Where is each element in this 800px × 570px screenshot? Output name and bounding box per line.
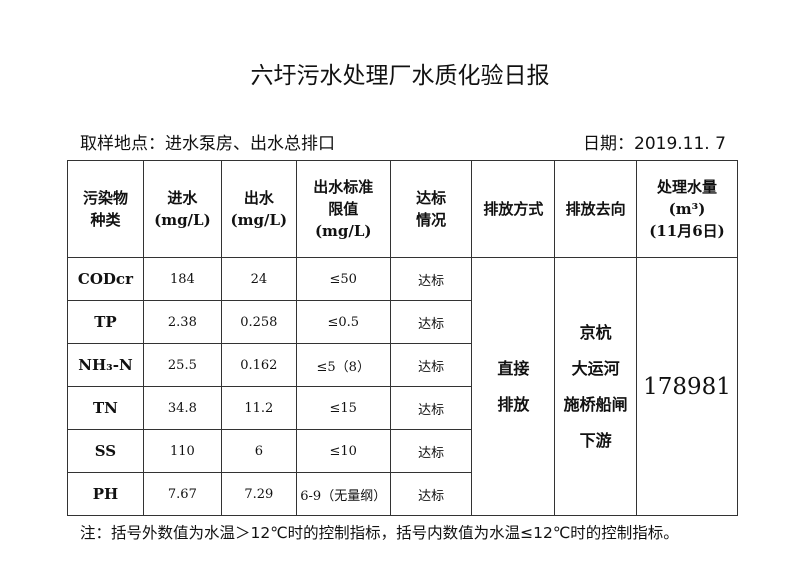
cell-out: 7.29 xyxy=(220,472,297,516)
header-text: 出水(mg/L) xyxy=(230,189,288,229)
cell-name: CODcr xyxy=(67,257,144,301)
table-row: NH₃-N 25.5 0.162 ≤5（8） 达标 xyxy=(67,343,738,387)
line: 大运河 xyxy=(571,358,620,378)
header-row: 污染物种类 进水(mg/L) 出水(mg/L) 出水标准限值 (mg/L) 达标情况 排放方… xyxy=(67,160,738,258)
discharge-destination: 京杭大运河施桥船闸下游 xyxy=(554,257,637,516)
line: 京杭 xyxy=(579,322,612,342)
cell-status: 达标 xyxy=(389,300,473,344)
cell-in: 7.67 xyxy=(142,472,222,516)
header-line: 排放方式 xyxy=(483,200,544,218)
cell-out: 24 xyxy=(220,257,297,301)
table-row: CODcr 184 24 ≤50 达标 直接 排放 京杭 大运河 施桥船闸 下游 178981 xyxy=(67,257,738,516)
cell-out: 0.162 xyxy=(220,343,297,387)
header-line: (mg/L) xyxy=(314,222,372,240)
line: 排放 xyxy=(497,394,530,414)
cell-limit: ≤10 xyxy=(295,429,391,473)
cell-in: 184 xyxy=(142,257,222,301)
cell-out: 0.258 xyxy=(220,300,297,344)
cell-limit: ≤15 xyxy=(295,386,391,430)
column-header: 污染物种类 xyxy=(67,160,144,258)
report-date: 日期：2019.11. 7 xyxy=(583,134,726,154)
table-row: SS 110 6 ≤10 达标 xyxy=(67,429,738,473)
line: 下游 xyxy=(579,430,612,450)
column-header: 出水(mg/L) xyxy=(220,160,297,258)
cell-status: 达标 xyxy=(389,386,473,430)
column-header: 处理水量 (m³) (11月6日) xyxy=(636,160,738,258)
sampling-location: 取样地点：进水泵房、出水总排口 xyxy=(80,134,335,154)
table-row: PH 7.67 7.29 6-9（无量纲） 达标 xyxy=(67,472,738,516)
header-text: 达标情况 xyxy=(416,189,447,229)
cell-name: NH₃-N xyxy=(67,343,144,387)
column-header: 达标情况 xyxy=(389,160,473,258)
column-header: 进水(mg/L) xyxy=(142,160,222,258)
cell-name: PH xyxy=(67,472,144,516)
cell-out: 6 xyxy=(220,429,297,473)
cell-limit: ≤5（8） xyxy=(295,343,391,387)
header-text: 污染物种类 xyxy=(82,189,128,229)
column-header: 排放方式 xyxy=(471,160,556,258)
cell-name: SS xyxy=(67,429,144,473)
column-header: 出水标准限值 (mg/L) xyxy=(295,160,391,258)
header-line: (m³) xyxy=(668,200,706,218)
cell-in: 34.8 xyxy=(142,386,222,430)
report-title: 六圩污水处理厂水质化验日报 xyxy=(250,63,550,89)
treated-volume: 178981 xyxy=(636,257,738,516)
cell-in: 25.5 xyxy=(142,343,222,387)
line: 施桥船闸 xyxy=(563,394,628,414)
cell-in: 110 xyxy=(142,429,222,473)
header-text: 进水(mg/L) xyxy=(154,189,211,229)
cell-out: 11.2 xyxy=(220,386,297,430)
header-line: 排放去向 xyxy=(565,200,626,218)
footnote: 注：括号外数值为水温＞12℃时的控制指标，括号内数值为水温≤12℃时的控制指标。 xyxy=(80,524,679,542)
cell-limit: 6-9（无量纲） xyxy=(295,472,391,516)
cell-limit: ≤0.5 xyxy=(295,300,391,344)
header-line: 限值 xyxy=(328,200,359,218)
cell-status: 达标 xyxy=(389,429,473,473)
column-header: 排放去向 xyxy=(554,160,637,258)
table-row: TN 34.8 11.2 ≤15 达标 xyxy=(67,386,738,430)
cell-name: TP xyxy=(67,300,144,344)
cell-status: 达标 xyxy=(389,472,473,516)
cell-name: TN xyxy=(67,386,144,430)
line: 直接 xyxy=(497,358,530,378)
discharge-method: 直接 排放 xyxy=(471,257,556,516)
cell-limit: ≤50 xyxy=(295,257,391,301)
table-row: TP 2.38 0.258 ≤0.5 达标 xyxy=(67,300,738,344)
cell-in: 2.38 xyxy=(142,300,222,344)
cell-status: 达标 xyxy=(389,257,473,301)
cell-status: 达标 xyxy=(389,343,473,387)
header-line: (11月6日) xyxy=(649,222,725,240)
header-line: 出水标准 xyxy=(313,178,374,196)
header-line: 处理水量 xyxy=(656,178,717,196)
water-quality-table: 污染物种类 进水(mg/L) 出水(mg/L) 出水标准限值 (mg/L) 达标情况 排放方… xyxy=(67,160,738,516)
